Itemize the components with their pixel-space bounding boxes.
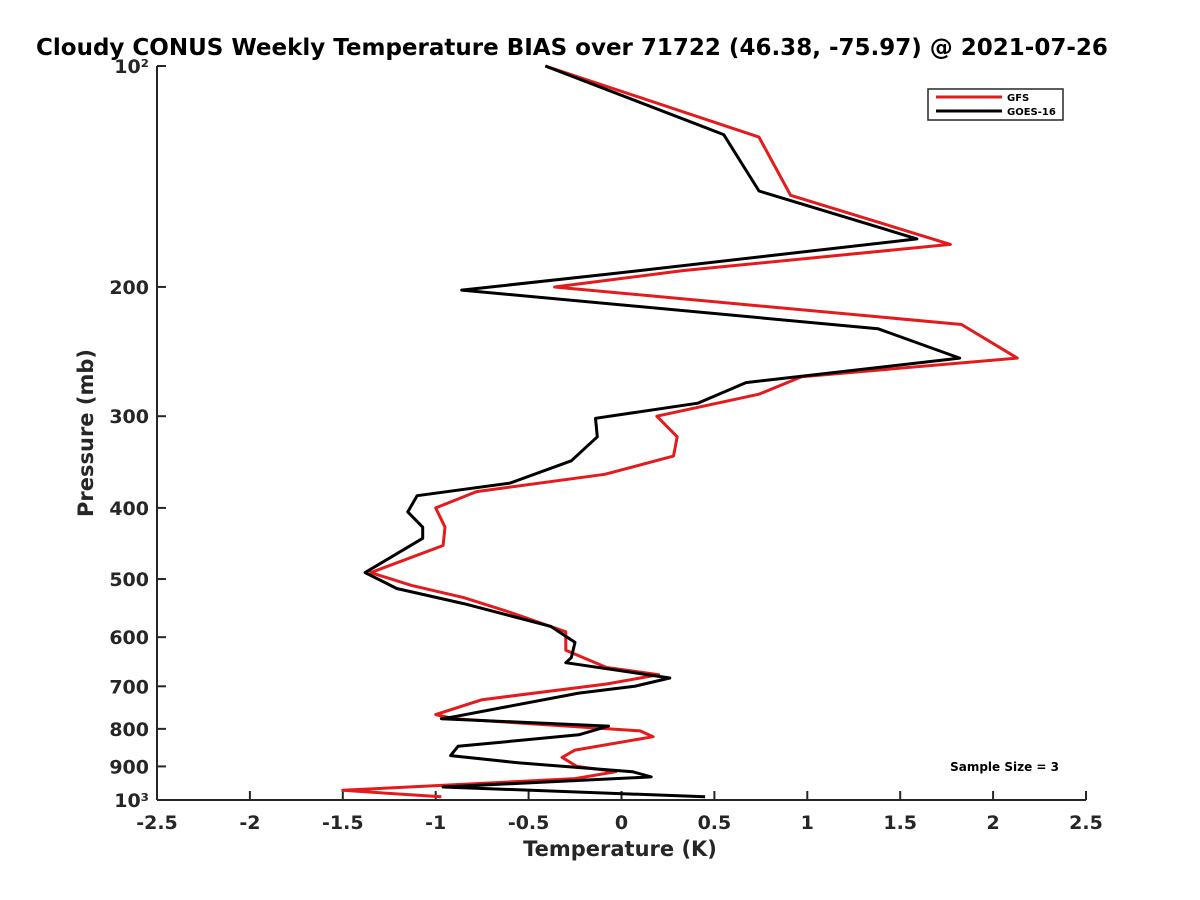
series-line-goes-16 bbox=[363, 64, 962, 799]
x-tick-label: 0.5 bbox=[698, 812, 732, 834]
legend: GFS GOES-16 bbox=[927, 88, 1064, 121]
y-tick-label: 800 bbox=[109, 719, 149, 741]
x-tick-label: -0.5 bbox=[508, 812, 550, 834]
series-line-gfs bbox=[341, 64, 1019, 799]
y-tick-label: 900 bbox=[109, 756, 149, 778]
x-tick-label: 0 bbox=[615, 812, 628, 834]
sample-size-annotation: Sample Size = 3 bbox=[950, 760, 1059, 774]
y-tick-label: 500 bbox=[109, 569, 149, 591]
x-tick-label: -1 bbox=[425, 812, 446, 834]
x-tick-label: -1.5 bbox=[322, 812, 364, 834]
x-tick-label: 1 bbox=[801, 812, 814, 834]
axes: -2.5 -2 -1.5 -1 -0.5 0 0.5 1 1.5 2 2.5 10² 200 300 400… bbox=[109, 56, 1103, 834]
x-tick-label: 2 bbox=[986, 812, 999, 834]
series-layer bbox=[341, 64, 1019, 799]
legend-box bbox=[927, 88, 1064, 121]
y-tick-label: 200 bbox=[109, 277, 149, 299]
y-tick-label: 400 bbox=[109, 498, 149, 520]
chart-title: Cloudy CONUS Weekly Temperature BIAS ove… bbox=[36, 35, 1108, 61]
legend-label: GFS bbox=[1007, 93, 1029, 104]
x-tick-label: -2 bbox=[239, 812, 260, 834]
y-tick-label: 300 bbox=[109, 406, 149, 428]
x-axis-label: Temperature (K) bbox=[523, 837, 717, 861]
y-tick-label: 10³ bbox=[114, 790, 149, 812]
x-tick-label: 1.5 bbox=[883, 812, 917, 834]
y-tick-label: 700 bbox=[109, 676, 149, 698]
y-tick-label: 600 bbox=[109, 627, 149, 649]
x-tick-label: -2.5 bbox=[136, 812, 178, 834]
y-axis-label: Pressure (mb) bbox=[74, 349, 98, 517]
legend-label: GOES-16 bbox=[1007, 107, 1056, 118]
x-tick-label: 2.5 bbox=[1069, 812, 1103, 834]
y-tick-label: 10² bbox=[114, 56, 149, 78]
